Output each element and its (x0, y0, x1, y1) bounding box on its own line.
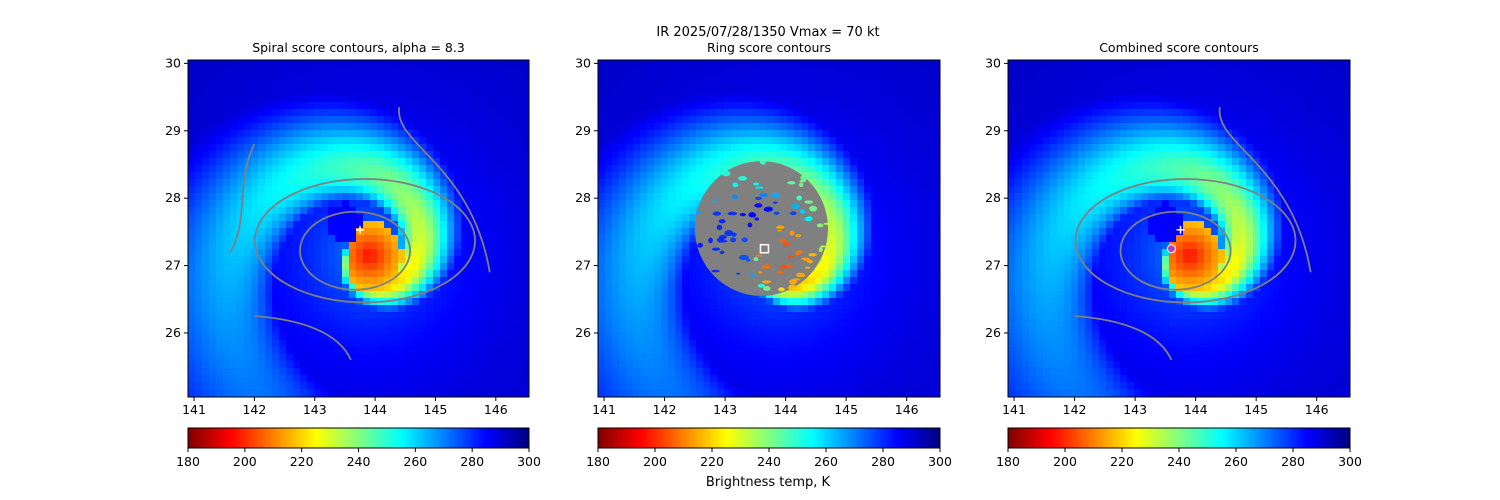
y-tick-label: 29 (165, 123, 181, 138)
panel-title: Combined score contours (1099, 40, 1259, 55)
axes-frame (187, 59, 530, 398)
y-tick-label: 28 (165, 190, 181, 205)
colorbar-tick-label: 180 (176, 454, 200, 469)
colorbar-label: Brightness temp, K (706, 475, 831, 490)
colorbar-tick-label: 220 (700, 454, 724, 469)
y-tick-label: 28 (985, 190, 1001, 205)
y-tick-label: 27 (575, 258, 591, 273)
x-tick-label: 141 (592, 402, 616, 417)
score-contours (229, 107, 491, 361)
x-tick-label: 143 (1123, 402, 1147, 417)
y-tick-label: 29 (575, 123, 591, 138)
x-tick-label: 142 (1063, 402, 1087, 417)
colorbar-tick-label: 260 (1224, 454, 1248, 469)
x-tick-label: 144 (1184, 402, 1208, 417)
y-tick-label: 27 (985, 258, 1001, 273)
x-tick-label: 142 (653, 402, 677, 417)
x-tick-label: 142 (242, 402, 266, 417)
brightness-image (598, 60, 940, 397)
x-tick-label: 143 (713, 402, 737, 417)
colorbar-tick-label: 280 (1281, 454, 1305, 469)
colorbar-tick-label: 280 (460, 454, 484, 469)
x-tick-label: 146 (895, 402, 919, 417)
colorbar-tick-label: 240 (757, 454, 781, 469)
y-tick-label: 30 (985, 55, 1001, 70)
colorbar-tick-label: 220 (1110, 454, 1134, 469)
panel-combined: Combined score contours 141 142 143 144 145 14… (985, 40, 1362, 469)
y-tick-label: 26 (985, 325, 1001, 340)
suptitle: IR 2025/07/28/1350 Vmax = 70 kt (656, 25, 879, 40)
x-tick-label: 146 (1305, 402, 1329, 417)
colorbar-tick-label: 260 (403, 454, 427, 469)
brightness-image (188, 60, 529, 397)
colorbar-tick-label: 180 (586, 454, 610, 469)
x-tick-label: 145 (834, 402, 858, 417)
y-tick-label: 26 (575, 325, 591, 340)
colorbar-tick-label: 200 (643, 454, 667, 469)
colorbar-tick-label: 280 (871, 454, 895, 469)
colorbar: 180 200 220 240 260 280 300 (176, 427, 541, 469)
axes-frame (597, 59, 941, 398)
panel-title: Ring score contours (707, 40, 831, 55)
colorbar-tick-label: 300 (1338, 454, 1362, 469)
y-tick-label: 30 (575, 55, 591, 70)
center-plus-marker (1176, 225, 1185, 234)
y-tick-label: 26 (165, 325, 181, 340)
y-tick-label: 30 (165, 55, 181, 70)
colorbar-tick-label: 300 (928, 454, 952, 469)
colorbar: 180 200 220 240 260 280 300 (996, 427, 1362, 469)
colorbar-tick-label: 240 (347, 454, 371, 469)
center-square-marker (759, 243, 770, 254)
colorbar-tick-label: 220 (290, 454, 314, 469)
combined-center-marker (1166, 244, 1176, 254)
x-tick-label: 145 (1244, 402, 1268, 417)
x-tick-label: 144 (774, 402, 798, 417)
brightness-image (1008, 60, 1350, 397)
x-tick-label: 146 (484, 402, 508, 417)
y-tick-label: 29 (985, 123, 1001, 138)
colorbar-tick-label: 260 (814, 454, 838, 469)
center-plus-marker (356, 225, 365, 234)
panel-title: Spiral score contours, alpha = 8.3 (252, 40, 465, 55)
x-tick-label: 141 (182, 402, 206, 417)
colorbar-tick-label: 200 (1053, 454, 1077, 469)
panel-spiral: Spiral score contours, alpha = 8.3 141 142… (165, 40, 541, 469)
x-tick-label: 141 (1002, 402, 1026, 417)
colorbar: 180 200 220 240 260 280 300 (586, 427, 952, 469)
x-tick-label: 145 (424, 402, 448, 417)
colorbar-tick-label: 240 (1167, 454, 1191, 469)
panel-ring: Ring score contours 141 142 143 144 145 146 26 2… (575, 40, 952, 469)
x-tick-label: 144 (363, 402, 387, 417)
colorbar-tick-label: 200 (233, 454, 257, 469)
colorbar-tick-label: 300 (517, 454, 541, 469)
colorbar-tick-label: 180 (996, 454, 1020, 469)
axes-frame (1007, 59, 1351, 398)
score-contours (1074, 107, 1312, 361)
y-tick-label: 28 (575, 190, 591, 205)
y-tick-label: 27 (165, 258, 181, 273)
ring-score-region (694, 159, 832, 296)
x-tick-label: 143 (303, 402, 327, 417)
